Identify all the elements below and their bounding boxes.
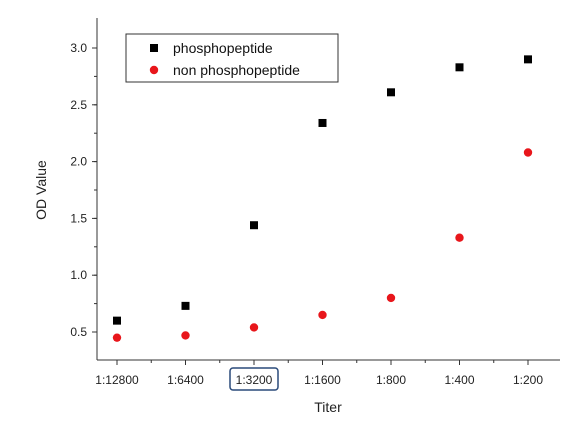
phosphopeptide-point [113, 316, 121, 325]
legend: phosphopeptide non phosphopeptide [125, 33, 339, 83]
x-tick-label: 1:800 [376, 373, 406, 387]
non-phosphopeptide-point [112, 333, 122, 342]
non-phosphopeptide-point [318, 310, 327, 320]
legend-label: non phosphopeptide [173, 62, 300, 78]
y-tick-label: 1.5 [70, 211, 87, 225]
y-tick-label: 2.0 [70, 155, 87, 169]
x-tick-label: 1:3200 [236, 373, 273, 387]
phosphopeptide-point [250, 221, 258, 230]
y-tick-label: 1.0 [70, 268, 87, 282]
phosphopeptide-point [181, 301, 190, 310]
legend-box [125, 33, 339, 83]
phosphopeptide-point [455, 63, 464, 72]
legend-marker-circle [149, 65, 159, 75]
y-axis-title: OD Value [33, 160, 49, 220]
y-ticks: 0.5 1.0 1.5 2.0 2.5 3.0 [70, 41, 97, 339]
x-tick-label: 1:1600 [304, 373, 341, 387]
phosphopeptide-point [524, 55, 532, 64]
x-tick-label: 1:12800 [95, 373, 139, 387]
non-phosphopeptide-point [455, 233, 464, 242]
non-phosphopeptide-point [249, 323, 259, 332]
phosphopeptide-point [318, 118, 327, 127]
non-phosphopeptide-point [386, 293, 396, 303]
x-ticks: 1:12800 1:6400 1:3200 1:1600 1:800 1:400 1:200 [95, 360, 543, 391]
y-tick-label: 3.0 [70, 41, 87, 55]
legend-label: phosphopeptide [173, 40, 273, 56]
highlight-box [229, 367, 279, 391]
legend-marker-square [150, 44, 158, 52]
x-tick-label: 1:400 [444, 373, 474, 387]
axes [96, 18, 560, 361]
x-tick-label: 1:200 [513, 373, 543, 387]
data-points [112, 55, 533, 342]
y-tick-label: 2.5 [70, 98, 87, 112]
x-axis-title: Titer [314, 399, 342, 415]
y-tick-label: 0.5 [70, 325, 87, 339]
non-phosphopeptide-point [523, 148, 533, 157]
phosphopeptide-point [387, 88, 395, 97]
x-tick-label: 1:6400 [167, 373, 204, 387]
non-phosphopeptide-point [181, 331, 190, 340]
